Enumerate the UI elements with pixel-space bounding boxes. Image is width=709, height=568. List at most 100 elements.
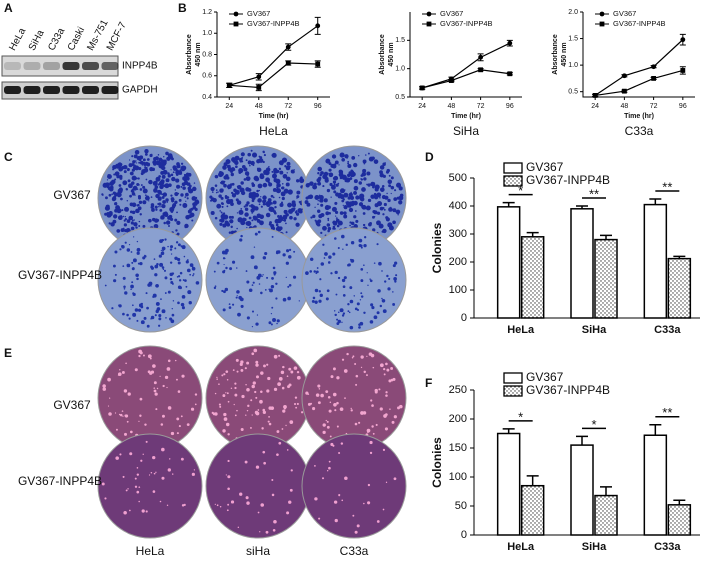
colony: [295, 210, 298, 212]
colony: [167, 153, 173, 158]
marker: [651, 76, 657, 81]
colony: [365, 205, 371, 211]
colony: [127, 392, 131, 396]
colony: [343, 276, 347, 280]
colony: [392, 377, 396, 381]
colony: [114, 412, 117, 414]
x-tick-label: 24: [225, 103, 233, 110]
colony: [363, 370, 366, 374]
colony: [334, 210, 339, 215]
colony: [328, 211, 331, 215]
colony: [383, 373, 386, 376]
colony: [174, 218, 178, 222]
colony: [295, 406, 298, 409]
colony: [358, 243, 362, 248]
column-label: C33a: [340, 544, 369, 558]
colony: [268, 416, 270, 418]
colony: [260, 371, 264, 375]
colony: [322, 225, 327, 231]
colony: [146, 195, 149, 199]
colony: [341, 314, 345, 317]
colony: [230, 191, 234, 195]
colony: [268, 406, 272, 410]
y-tick-label: 1.2: [202, 9, 212, 16]
colony: [120, 163, 123, 166]
colony: [262, 450, 266, 454]
plate: [301, 433, 407, 539]
colony: [366, 355, 368, 358]
colony: [178, 198, 182, 202]
significance-label: *: [518, 183, 523, 198]
colony: [158, 314, 162, 318]
colony: [268, 165, 270, 168]
colony: [128, 183, 133, 189]
colony: [178, 279, 182, 282]
colony: [211, 191, 214, 193]
colony: [119, 169, 121, 172]
colony: [360, 295, 364, 298]
colony: [226, 198, 231, 203]
colony: [161, 309, 166, 314]
colony: [225, 195, 227, 197]
colony: [351, 356, 354, 359]
colony: [144, 149, 149, 154]
colony: [328, 162, 332, 166]
x-tick-label: C33a: [654, 324, 681, 336]
colony: [372, 432, 375, 435]
colony: [240, 427, 244, 432]
colony: [322, 430, 326, 435]
colony: [167, 174, 171, 178]
colony: [245, 176, 251, 182]
colony: [353, 215, 357, 219]
colony: [254, 232, 258, 236]
colony: [250, 426, 252, 429]
colony: [323, 257, 326, 259]
colony: [305, 196, 309, 200]
colony: [121, 371, 125, 374]
colony: [278, 354, 281, 357]
colony: [320, 203, 324, 207]
colony: [327, 217, 330, 220]
colony: [276, 183, 281, 188]
colony: [219, 222, 223, 226]
data-line: [421, 42, 511, 89]
colony: [340, 195, 345, 200]
colony: [104, 212, 108, 216]
significance-label: **: [662, 405, 672, 420]
colony: [276, 430, 280, 433]
colony: [274, 218, 280, 224]
colony: [312, 296, 316, 300]
colony: [129, 452, 133, 456]
colony: [170, 169, 172, 171]
colony: [344, 476, 348, 480]
colony: [132, 267, 135, 270]
colony: [226, 509, 229, 512]
colony: [226, 205, 229, 208]
colony: [154, 273, 158, 277]
colony: [136, 277, 139, 281]
colony: [139, 160, 144, 165]
colony: [271, 154, 274, 157]
colony: [172, 165, 177, 170]
lane-label: Caski: [66, 25, 87, 52]
colony: [158, 254, 162, 258]
colony: [236, 290, 240, 294]
colony: [118, 413, 121, 416]
colony: [222, 213, 225, 216]
colony: [222, 394, 226, 398]
colony: [277, 214, 280, 218]
bar: [643, 434, 668, 536]
colony: [314, 464, 316, 467]
colony: [396, 210, 399, 213]
colony: [238, 295, 242, 300]
y-axis-title: Colonies: [430, 437, 444, 488]
colony: [123, 287, 126, 290]
colony: [339, 176, 343, 180]
colony: [169, 217, 174, 222]
colony: [309, 270, 313, 273]
colony: [230, 387, 233, 390]
colony: [252, 215, 257, 220]
colony: [210, 211, 215, 216]
marker: [256, 85, 262, 90]
colony: [268, 288, 271, 291]
